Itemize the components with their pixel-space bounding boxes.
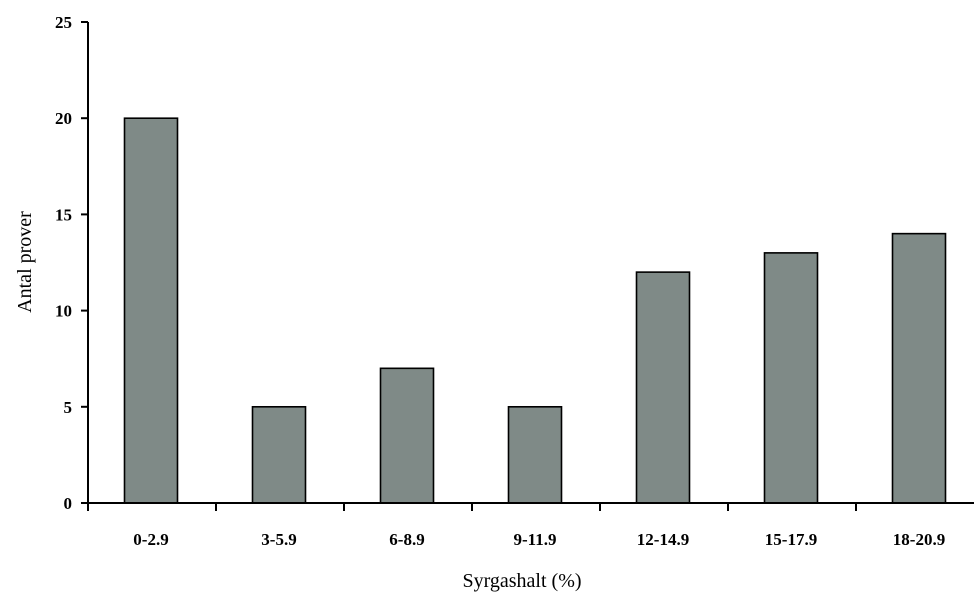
bar-0-2.9 [123, 117, 179, 504]
y-axis-title: Antal prover [14, 211, 36, 313]
x-tick-label: 6-8.9 [389, 530, 424, 549]
x-tick-label: 12-14.9 [637, 530, 689, 549]
x-tick-label: 9-11.9 [514, 530, 557, 549]
y-tick-label: 20 [55, 109, 72, 128]
y-ticks-layer: 0 5 10 15 20 25 [55, 13, 88, 513]
y-tick-label: 25 [55, 13, 72, 32]
x-tick-label: 15-17.9 [765, 530, 817, 549]
bar-9-11.9 [507, 405, 563, 504]
y-tick-label: 5 [64, 398, 73, 417]
y-tick-label: 15 [55, 205, 72, 224]
bar-6-8.9 [379, 367, 435, 504]
y-tick-label: 10 [55, 302, 72, 321]
x-ticks-layer: 0-2.9 3-5.9 6-8.9 9-11.9 12-14.9 15-17.9 18-20… [87, 503, 945, 549]
bar-3-5.9 [251, 405, 307, 504]
x-axis-title: Syrgashalt (%) [462, 570, 581, 592]
axes-layer [87, 22, 974, 504]
bar-12-14.9 [635, 271, 691, 504]
y-tick-label: 0 [64, 494, 73, 513]
x-tick-label: 3-5.9 [261, 530, 296, 549]
x-tick-label: 18-20.9 [893, 530, 945, 549]
x-tick-label: 0-2.9 [133, 530, 168, 549]
bar-15-17.9 [763, 252, 819, 504]
bar-18-20.9 [891, 232, 947, 504]
bars-layer [123, 117, 947, 504]
